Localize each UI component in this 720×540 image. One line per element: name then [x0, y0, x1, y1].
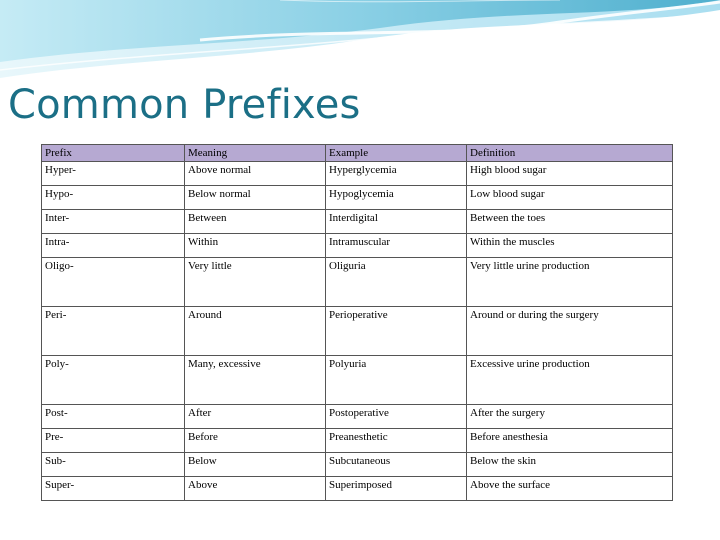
- cell-prefix: Hypo-: [41, 185, 185, 210]
- cell-prefix: Intra-: [41, 233, 185, 258]
- header-wave-decoration: [0, 0, 720, 78]
- table-header-row: Prefix Meaning Example Definition: [41, 144, 673, 162]
- cell-meaning: Above: [184, 476, 326, 501]
- cell-definition: Around or during the surgery: [466, 306, 673, 356]
- cell-prefix: Oligo-: [41, 257, 185, 307]
- cell-example: Preanesthetic: [325, 428, 467, 453]
- cell-meaning: After: [184, 404, 326, 429]
- cell-prefix: Sub-: [41, 452, 185, 477]
- cell-example: Subcutaneous: [325, 452, 467, 477]
- cell-prefix: Hyper-: [41, 161, 185, 186]
- column-header-definition: Definition: [466, 144, 673, 162]
- cell-prefix: Peri-: [41, 306, 185, 356]
- cell-example: Superimposed: [325, 476, 467, 501]
- cell-meaning: Around: [184, 306, 326, 356]
- cell-meaning: Below: [184, 452, 326, 477]
- table-row: Inter- Between Interdigital Between the toe…: [41, 209, 673, 234]
- column-header-meaning: Meaning: [184, 144, 326, 162]
- cell-meaning: Within: [184, 233, 326, 258]
- cell-prefix: Post-: [41, 404, 185, 429]
- table-row: Sub- Below Subcutaneous Below the skin: [41, 452, 673, 477]
- table-row: Poly- Many, excessive Polyuria Excessive ur…: [41, 355, 673, 405]
- table-row: Super- Above Superimposed Above the surface: [41, 476, 673, 501]
- cell-definition: Below the skin: [466, 452, 673, 477]
- table-row: Oligo- Very little Oliguria Very little uri…: [41, 257, 673, 307]
- table-row: Intra- Within Intramuscular Within the musc…: [41, 233, 673, 258]
- cell-example: Hypoglycemia: [325, 185, 467, 210]
- column-header-example: Example: [325, 144, 467, 162]
- cell-prefix: Inter-: [41, 209, 185, 234]
- cell-definition: High blood sugar: [466, 161, 673, 186]
- cell-meaning: Above normal: [184, 161, 326, 186]
- cell-prefix: Poly-: [41, 355, 185, 405]
- cell-example: Intramuscular: [325, 233, 467, 258]
- cell-definition: Excessive urine production: [466, 355, 673, 405]
- table-row: Post- After Postoperative After the surgery: [41, 404, 673, 429]
- table-body: Hyper- Above normal Hyperglycemia High bloo…: [41, 161, 673, 501]
- cell-prefix: Super-: [41, 476, 185, 501]
- cell-definition: Within the muscles: [466, 233, 673, 258]
- cell-example: Perioperative: [325, 306, 467, 356]
- cell-example: Polyuria: [325, 355, 467, 405]
- table-row: Peri- Around Perioperative Around or during…: [41, 306, 673, 356]
- cell-definition: Low blood sugar: [466, 185, 673, 210]
- table-row: Hypo- Below normal Hypoglycemia Low blood s…: [41, 185, 673, 210]
- cell-definition: Before anesthesia: [466, 428, 673, 453]
- cell-meaning: Before: [184, 428, 326, 453]
- cell-meaning: Between: [184, 209, 326, 234]
- cell-example: Interdigital: [325, 209, 467, 234]
- cell-example: Hyperglycemia: [325, 161, 467, 186]
- prefix-table: Prefix Meaning Example Definition Hyper-…: [41, 144, 673, 501]
- cell-prefix: Pre-: [41, 428, 185, 453]
- table-row: Pre- Before Preanesthetic Before anesthesia: [41, 428, 673, 453]
- cell-meaning: Below normal: [184, 185, 326, 210]
- table-row: Hyper- Above normal Hyperglycemia High bloo…: [41, 161, 673, 186]
- column-header-prefix: Prefix: [41, 144, 185, 162]
- cell-meaning: Many, excessive: [184, 355, 326, 405]
- cell-definition: Above the surface: [466, 476, 673, 501]
- cell-definition: Very little urine production: [466, 257, 673, 307]
- cell-meaning: Very little: [184, 257, 326, 307]
- cell-example: Postoperative: [325, 404, 467, 429]
- cell-example: Oliguria: [325, 257, 467, 307]
- cell-definition: Between the toes: [466, 209, 673, 234]
- slide-title: Common Prefixes: [8, 82, 361, 128]
- cell-definition: After the surgery: [466, 404, 673, 429]
